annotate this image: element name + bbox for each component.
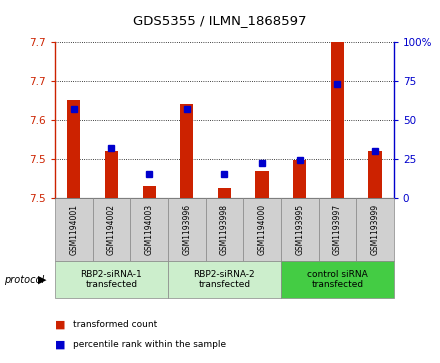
Text: RBP2-siRNA-1
transfected: RBP2-siRNA-1 transfected (81, 270, 143, 289)
Text: percentile rank within the sample: percentile rank within the sample (73, 340, 226, 349)
Bar (293, 160, 306, 198)
Text: ■: ■ (55, 320, 66, 330)
Text: GDS5355 / ILMN_1868597: GDS5355 / ILMN_1868597 (133, 15, 307, 28)
Text: ■: ■ (55, 340, 66, 350)
Text: GSM1194002: GSM1194002 (107, 204, 116, 255)
Bar (218, 188, 231, 198)
Text: GSM1193996: GSM1193996 (182, 204, 191, 255)
Bar (143, 186, 156, 198)
Text: protocol: protocol (4, 274, 44, 285)
Text: GSM1193995: GSM1193995 (295, 204, 304, 255)
Bar (180, 104, 193, 198)
Text: ▶: ▶ (37, 274, 46, 285)
Text: GSM1193998: GSM1193998 (220, 204, 229, 255)
Text: RBP2-siRNA-2
transfected: RBP2-siRNA-2 transfected (194, 270, 255, 289)
Bar (105, 151, 118, 198)
Text: control siRNA
transfected: control siRNA transfected (307, 270, 368, 289)
Bar (256, 171, 269, 198)
Bar (368, 151, 381, 198)
Bar (331, 42, 344, 198)
Text: GSM1193999: GSM1193999 (370, 204, 379, 255)
Text: GSM1193997: GSM1193997 (333, 204, 342, 255)
Text: transformed count: transformed count (73, 321, 157, 329)
Text: GSM1194003: GSM1194003 (145, 204, 154, 255)
Bar (67, 100, 81, 198)
Text: GSM1194000: GSM1194000 (257, 204, 267, 255)
Text: GSM1194001: GSM1194001 (70, 204, 78, 255)
